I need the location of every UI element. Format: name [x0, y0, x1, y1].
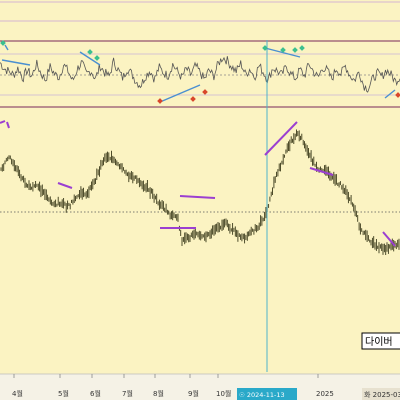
- price-divergence-line: [309, 167, 334, 176]
- bearish-signal-marker: [157, 98, 163, 104]
- bearish-signal-marker: [190, 96, 196, 102]
- oscillator-divergence-line: [79, 51, 101, 66]
- x-axis: 4월 5월 6월 7월 8월 9월 10월 2025 ☉ 2024-11-13 화 2025-03…: [0, 373, 400, 400]
- oscillator-divergence-line: [264, 47, 301, 58]
- price-divergence-line: [382, 231, 396, 247]
- price-divergence-line: [179, 195, 216, 199]
- bearish-signal-marker: [202, 89, 208, 95]
- price-divergence-line: [264, 121, 298, 156]
- oscillator-divergence-line: [4, 44, 9, 51]
- oscillator-divergence-line: [159, 84, 201, 103]
- price-divergence-line: [6, 121, 10, 129]
- price-panel: [0, 129, 400, 255]
- x-tick-label: 8월: [153, 389, 164, 398]
- price-divergence-line: [57, 182, 73, 189]
- x-tick-label: 5월: [58, 389, 69, 398]
- x-tick-label: 10월: [216, 389, 231, 398]
- oscillator-panel: [0, 1, 400, 108]
- x-tick-label: 7월: [122, 389, 133, 398]
- highlighted-date-label: ☉ 2024-11-13: [239, 391, 285, 399]
- x-tick-label: 9월: [188, 389, 199, 398]
- bearish-signal-marker: [395, 92, 400, 98]
- x-tick-label: 4월: [12, 389, 23, 398]
- secondary-date-label: 화 2025-03-: [364, 391, 400, 399]
- chart-overlay: [0, 40, 400, 372]
- x-tick-label: 2025: [316, 390, 334, 398]
- highlighted-date-box: [237, 388, 297, 400]
- secondary-date-box: [362, 388, 400, 400]
- divergence-label-box: 다이버: [361, 332, 400, 350]
- x-axis-background: [0, 374, 400, 400]
- oscillator-divergence-line: [1, 59, 31, 66]
- price-divergence-line: [0, 120, 6, 124]
- oscillator-divergence-line: [384, 89, 396, 99]
- x-tick-label: 6월: [90, 389, 101, 398]
- oscillator-line: [0, 56, 400, 93]
- divergence-label: 다이버: [365, 336, 393, 348]
